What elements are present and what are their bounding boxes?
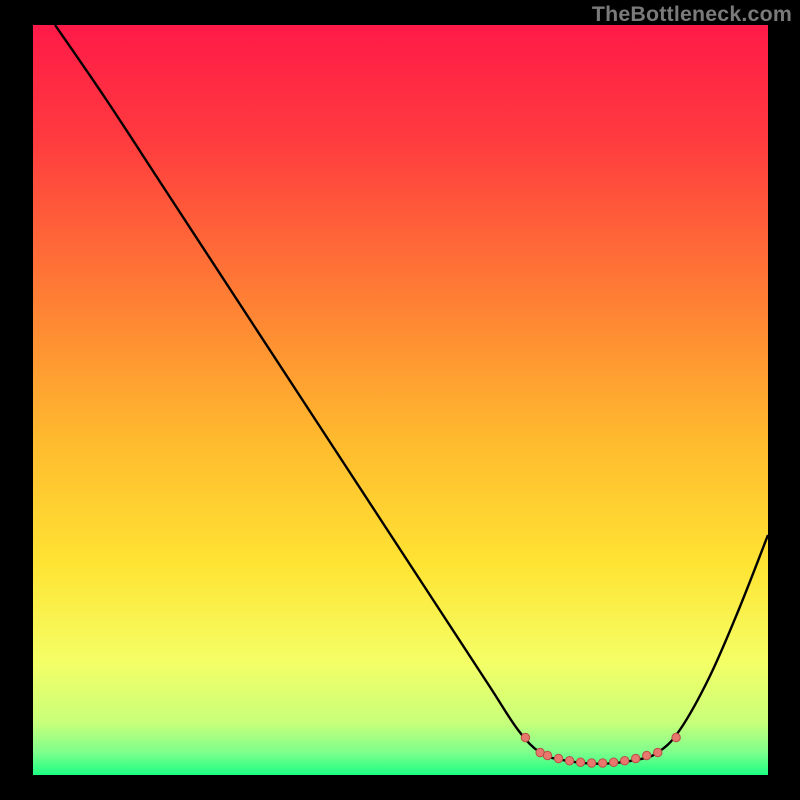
plot-svg xyxy=(33,25,768,775)
marker-point xyxy=(565,756,573,765)
marker-point xyxy=(543,751,551,760)
marker-point xyxy=(609,758,617,767)
marker-point xyxy=(521,733,529,742)
marker-point xyxy=(632,754,640,763)
marker-point xyxy=(620,756,628,765)
watermark-text: TheBottleneck.com xyxy=(592,2,792,27)
marker-point xyxy=(587,759,595,768)
plot-area xyxy=(33,25,768,775)
marker-point xyxy=(576,758,584,767)
gradient-background xyxy=(33,25,768,775)
marker-point xyxy=(643,751,651,760)
chart-frame: TheBottleneck.com xyxy=(0,0,800,800)
marker-point xyxy=(654,748,662,757)
marker-point xyxy=(554,754,562,763)
marker-point xyxy=(672,733,680,742)
marker-point xyxy=(598,759,606,768)
